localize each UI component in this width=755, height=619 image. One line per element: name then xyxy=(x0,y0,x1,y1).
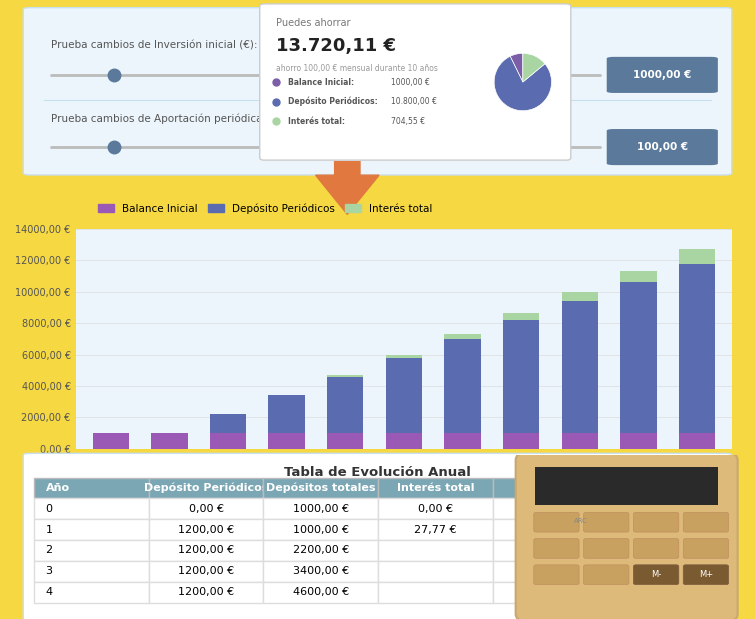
Bar xyxy=(679,264,715,433)
Bar xyxy=(445,433,481,449)
Wedge shape xyxy=(522,53,545,82)
Text: Balance Inicial:: Balance Inicial: xyxy=(288,77,355,87)
Bar xyxy=(503,313,539,320)
Text: Tabla de Evolución Anual: Tabla de Evolución Anual xyxy=(284,467,471,480)
Text: M-: M- xyxy=(651,570,661,579)
Text: ARC: ARC xyxy=(575,518,588,524)
Text: 1000,00 €: 1000,00 € xyxy=(391,77,430,87)
FancyBboxPatch shape xyxy=(683,539,729,558)
Text: ?: ? xyxy=(412,40,418,50)
Wedge shape xyxy=(495,56,551,111)
FancyBboxPatch shape xyxy=(516,453,738,619)
Text: 100,00 €: 100,00 € xyxy=(636,142,688,152)
Bar xyxy=(562,301,598,433)
Text: 10.800,00 €: 10.800,00 € xyxy=(391,97,437,106)
FancyBboxPatch shape xyxy=(534,539,579,558)
FancyBboxPatch shape xyxy=(607,57,718,93)
Bar xyxy=(562,433,598,449)
Text: Puedes ahorrar: Puedes ahorrar xyxy=(276,19,351,28)
Bar xyxy=(621,282,657,433)
Text: 1000,00 €: 1000,00 € xyxy=(633,70,692,80)
FancyBboxPatch shape xyxy=(260,4,571,160)
Bar xyxy=(327,375,363,376)
FancyBboxPatch shape xyxy=(683,513,729,532)
Legend: Balance Inicial, Depósito Periódicos, Interés total: Balance Inicial, Depósito Periódicos, In… xyxy=(94,199,436,218)
FancyBboxPatch shape xyxy=(584,565,629,584)
Bar xyxy=(269,395,305,396)
Bar xyxy=(445,339,481,433)
Text: Prueba cambios de Aportación periódica (€): Prueba cambios de Aportación periódica (… xyxy=(51,114,280,124)
Bar xyxy=(679,433,715,449)
FancyBboxPatch shape xyxy=(683,565,729,584)
Bar xyxy=(210,433,246,449)
FancyBboxPatch shape xyxy=(23,453,732,619)
Bar xyxy=(93,433,129,449)
Text: Prueba cambios de Inversión inicial (€):: Prueba cambios de Inversión inicial (€): xyxy=(51,40,257,50)
FancyBboxPatch shape xyxy=(23,7,732,175)
FancyBboxPatch shape xyxy=(633,565,679,584)
FancyBboxPatch shape xyxy=(683,565,729,584)
Bar xyxy=(679,249,715,264)
Bar xyxy=(386,358,422,433)
Text: 704,55 €: 704,55 € xyxy=(391,117,425,126)
FancyBboxPatch shape xyxy=(607,129,718,165)
FancyBboxPatch shape xyxy=(534,565,579,584)
Text: Interés total:: Interés total: xyxy=(288,117,345,126)
Text: 13.720,11 €: 13.720,11 € xyxy=(276,37,396,54)
Text: ahorro 100,00 € mensual durante 10 años: ahorro 100,00 € mensual durante 10 años xyxy=(276,64,438,73)
FancyBboxPatch shape xyxy=(584,539,629,558)
Bar xyxy=(503,433,539,449)
Bar xyxy=(445,334,481,339)
Bar xyxy=(210,414,246,433)
Bar xyxy=(269,396,305,433)
Bar xyxy=(621,271,657,282)
FancyBboxPatch shape xyxy=(633,565,679,584)
FancyBboxPatch shape xyxy=(535,467,718,505)
Bar xyxy=(327,433,363,449)
Bar xyxy=(621,433,657,449)
Bar xyxy=(327,376,363,433)
Bar xyxy=(386,355,422,358)
Bar xyxy=(386,433,422,449)
Bar xyxy=(269,433,305,449)
FancyBboxPatch shape xyxy=(633,513,679,532)
Text: M+: M+ xyxy=(699,570,713,579)
Wedge shape xyxy=(510,53,523,82)
FancyBboxPatch shape xyxy=(633,539,679,558)
Bar xyxy=(503,320,539,433)
FancyBboxPatch shape xyxy=(534,513,579,532)
FancyArrow shape xyxy=(316,161,379,214)
Bar xyxy=(151,433,187,449)
FancyBboxPatch shape xyxy=(584,513,629,532)
Text: Depósito Periódicos:: Depósito Periódicos: xyxy=(288,97,378,106)
Bar xyxy=(562,292,598,301)
